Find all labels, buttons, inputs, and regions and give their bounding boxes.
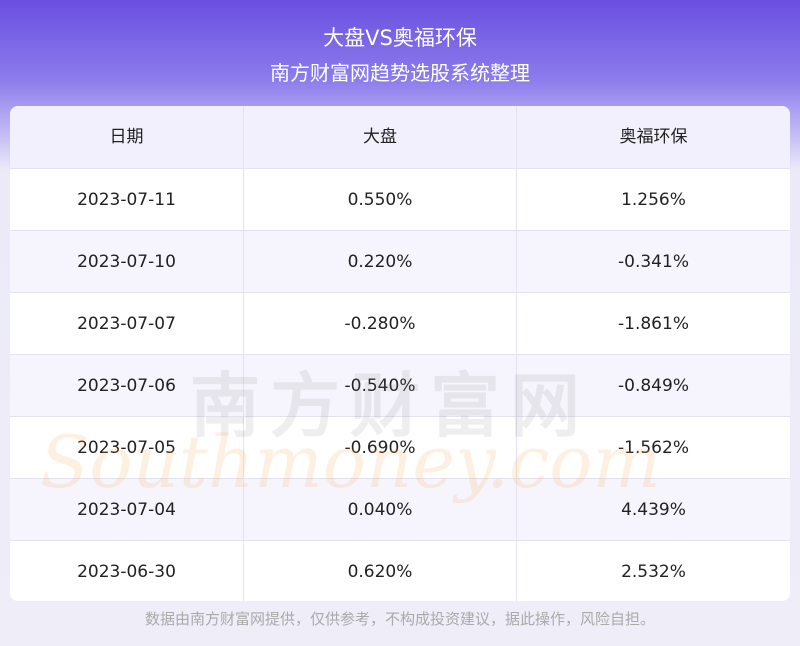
cell: -0.280% <box>243 293 516 355</box>
table: 日期 大盘 奥福环保 2023-07-11 0.550% 1.256% 2023-07-10… <box>10 106 790 601</box>
table-row: 2023-07-10 0.220% -0.341% <box>10 230 790 293</box>
cell: 2023-07-04 <box>77 500 176 520</box>
cell: 2023-07-10 <box>77 252 176 272</box>
cell: 2023-06-30 <box>77 562 176 582</box>
cell: -1.861% <box>516 293 790 355</box>
cell: 0.620% <box>243 541 516 601</box>
cell: -1.562% <box>516 417 790 479</box>
cell: 大盘 <box>243 106 516 168</box>
table-row: 2023-06-30 0.620% 2.532% <box>10 540 790 601</box>
cell: -0.341% <box>516 231 790 293</box>
title: 大盘VS奥福环保 <box>323 26 477 50</box>
table-row: 2023-07-06 -0.540% -0.849% <box>10 354 790 417</box>
cell: 0.550% <box>243 169 516 231</box>
cell: 2023-07-05 <box>77 438 176 458</box>
cell: 2023-07-06 <box>77 376 176 396</box>
cell: 2.532% <box>516 541 790 601</box>
footer: 数据由南方财富网提供，仅供参考，不构成投资建议，据此操作，风险自担。 <box>144 610 655 628</box>
cell: -0.690% <box>243 417 516 479</box>
cell: 0.040% <box>243 479 516 541</box>
table-row: 2023-07-05 -0.690% -1.562% <box>10 416 790 479</box>
cell: 2023-07-07 <box>77 314 176 334</box>
table-row: 2023-07-11 0.550% 1.256% <box>10 168 790 231</box>
cell: 奥福环保 <box>516 106 790 168</box>
cell: 日期 <box>109 127 144 147</box>
cell: -0.540% <box>243 355 516 417</box>
table-row: 2023-07-04 0.040% 4.439% <box>10 478 790 541</box>
table-row: 2023-07-07 -0.280% -1.861% <box>10 292 790 355</box>
cell: 0.220% <box>243 231 516 293</box>
header-row: 日期 大盘 奥福环保 <box>10 106 790 168</box>
cell: 2023-07-11 <box>77 190 176 210</box>
cell: 1.256% <box>516 169 790 231</box>
cell: -0.849% <box>516 355 790 417</box>
cell: 4.439% <box>516 479 790 541</box>
subtitle: 南方财富网趋势选股系统整理 <box>270 61 530 85</box>
